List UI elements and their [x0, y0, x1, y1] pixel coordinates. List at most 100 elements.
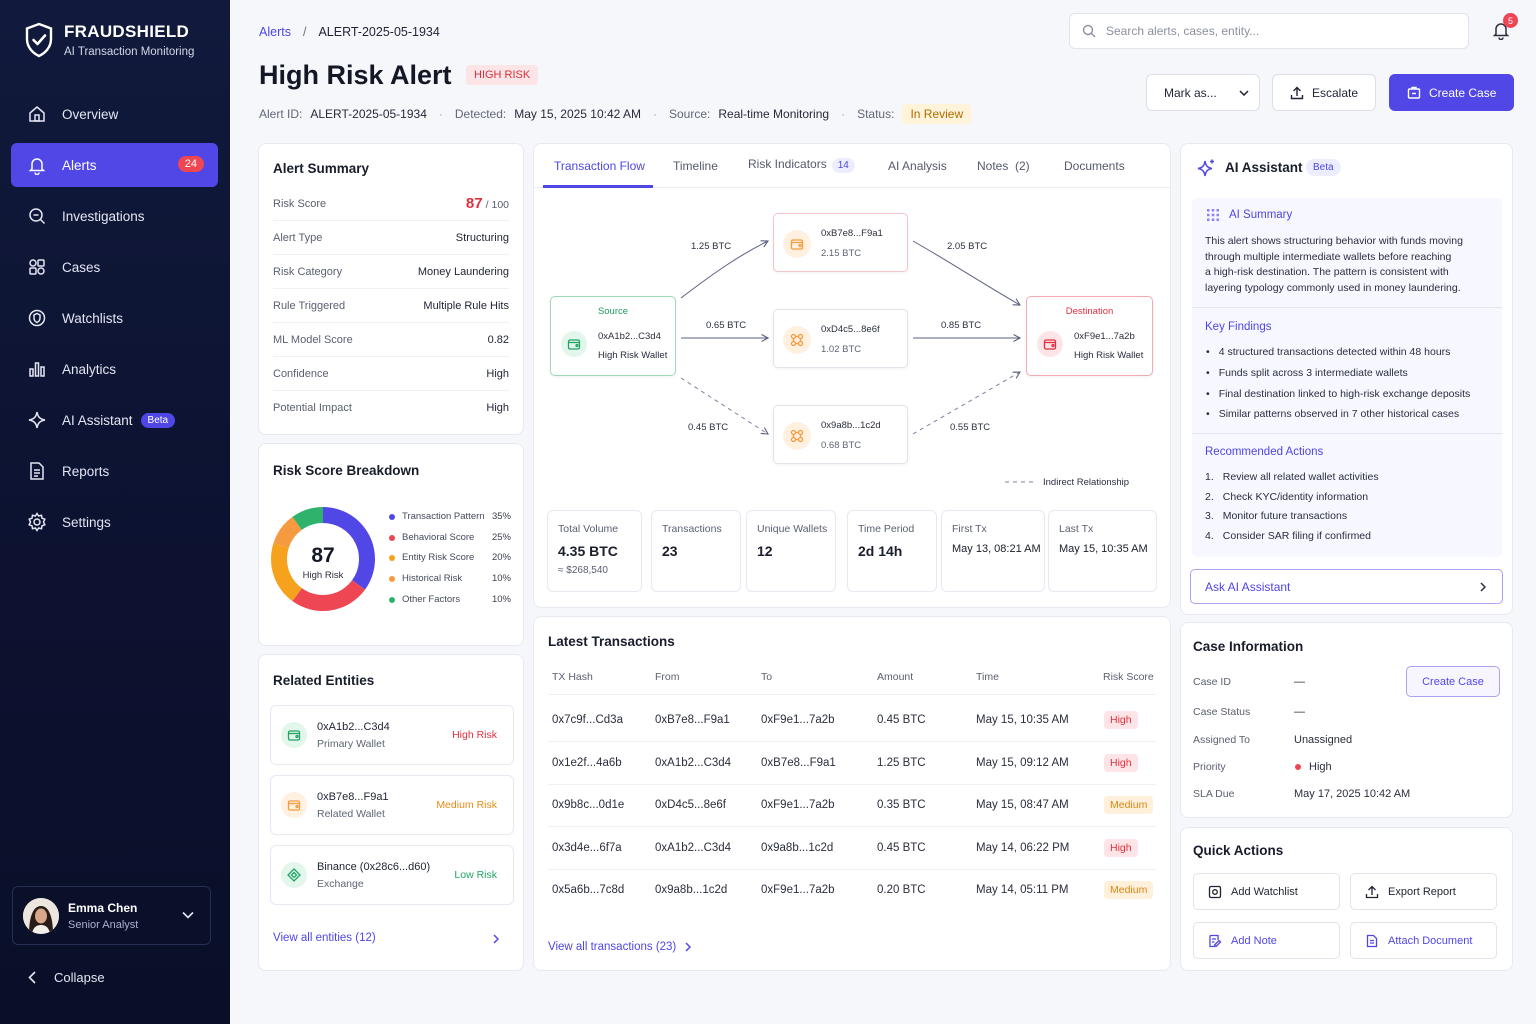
legend-label: Entity Risk Score	[402, 552, 475, 563]
action-item: 1. Review all related wallet activities	[1205, 471, 1379, 483]
case-create-button[interactable]: Create Case	[1406, 666, 1500, 697]
node-tag: Source	[597, 306, 629, 317]
risk-score-max: / 100	[485, 199, 509, 211]
quick-actions-title: Quick Actions	[1193, 843, 1284, 858]
escalate-button[interactable]: Escalate	[1272, 74, 1376, 111]
entity-risk: High Risk	[452, 729, 497, 741]
breadcrumb: Alerts / ALERT-2025-05-1934	[259, 25, 440, 39]
node-amount: 0.68 BTC	[821, 440, 862, 451]
finding-text: 4 structured transactions detected withi…	[1218, 346, 1451, 358]
view-all-entities-link[interactable]: View all entities (12)	[273, 932, 376, 944]
tab-transaction-flow[interactable]: Transaction Flow	[554, 159, 645, 173]
action-item: 4. Consider SAR filing if confirmed	[1205, 530, 1371, 542]
view-all-transactions-link[interactable]: View all transactions (23)	[548, 941, 692, 953]
tab-ai-analysis[interactable]: AI Analysis	[888, 159, 947, 173]
network-icon	[783, 422, 811, 450]
sidebar-item-alerts[interactable]: Alerts 24	[11, 143, 218, 187]
sidebar-item-label: Cases	[62, 259, 101, 275]
sidebar-item-label: AI Assistant	[62, 412, 133, 428]
finding-item: • Similar patterns observed in 7 other hi…	[1206, 408, 1459, 420]
entity-type: Primary Wallet	[317, 737, 385, 750]
flow-destination-node[interactable]: Destination 0xF9e1...7a2b High Risk Wall…	[1026, 296, 1153, 376]
search-input[interactable]: Search alerts, cases, entity...	[1069, 13, 1469, 49]
cell-hash: 0x7c9f...Cd3a	[552, 714, 623, 726]
bullet: •	[1206, 388, 1210, 400]
case-information-card	[1180, 622, 1513, 818]
sidebar-item-cases[interactable]: Cases	[11, 245, 218, 289]
legend-swatch	[389, 596, 395, 603]
sidebar-item-watchlists[interactable]: Watchlists	[11, 296, 218, 340]
flow-source-node[interactable]: Source 0xA1b2...C3d4 High Risk Wallet	[550, 296, 676, 376]
legend-item: Transaction Pattern 35%	[389, 511, 511, 522]
cell-to: 0xB7e8...F9a1	[761, 757, 836, 769]
breadcrumb-alerts-link[interactable]: Alerts	[259, 25, 291, 39]
alert-summary-title: Alert Summary	[273, 161, 370, 176]
risk-breakdown-title: Risk Score Breakdown	[273, 463, 420, 478]
ask-ai-button[interactable]: Ask AI Assistant	[1190, 569, 1503, 604]
upload-icon	[1290, 86, 1304, 100]
cell-time: May 14, 05:11 PM	[976, 884, 1069, 896]
entity-item[interactable]: 0xB7e8...F9a1 Related Wallet Medium Risk	[270, 775, 514, 835]
sidebar-item-investigations[interactable]: Investigations	[11, 194, 218, 238]
action-text: Review all related wallet activities	[1222, 471, 1379, 483]
chevron-left-icon	[28, 971, 36, 984]
sidebar-item-settings[interactable]: Settings	[11, 500, 218, 544]
tab-documents[interactable]: Documents	[1064, 159, 1125, 173]
node-amount: 1.02 BTC	[821, 344, 862, 355]
flow-intermediate-node[interactable]: 0xD4c5...8e6f 1.02 BTC	[773, 309, 908, 368]
tab-notes[interactable]: Notes (2)	[977, 159, 1030, 173]
chevron-down-icon	[182, 911, 194, 919]
cases-icon	[27, 257, 47, 277]
export-report-button[interactable]: Export Report	[1350, 873, 1497, 910]
entity-name: 0xB7e8...F9a1	[317, 790, 389, 803]
action-item: 3. Monitor future transactions	[1205, 510, 1347, 522]
entity-name: 0xA1b2...C3d4	[317, 720, 390, 733]
entity-item[interactable]: 0xA1b2...C3d4 Primary Wallet High Risk	[270, 705, 514, 765]
sidebar-nav: Overview Alerts 24 Investigations Cases …	[11, 92, 218, 551]
case-information-title: Case Information	[1193, 639, 1304, 654]
mark-as-dropdown[interactable]: Mark as...	[1146, 74, 1260, 111]
entity-name: Binance (0x28c6...d60)	[317, 860, 431, 873]
attach-document-button[interactable]: Attach Document	[1350, 922, 1497, 959]
notification-count: 5	[1503, 13, 1518, 28]
flow-intermediate-node[interactable]: 0x9a8b...1c2d 0.68 BTC	[773, 405, 908, 464]
add-note-button[interactable]: Add Note	[1193, 922, 1340, 959]
sidebar-item-overview[interactable]: Overview	[11, 92, 218, 136]
stat-transactions: Transactions 23	[651, 510, 741, 592]
create-case-button[interactable]: Create Case	[1389, 74, 1514, 111]
tab-timeline[interactable]: Timeline	[673, 159, 718, 173]
node-address: 0xF9e1...7a2b	[1074, 331, 1135, 342]
user-menu[interactable]: Emma Chen Senior Analyst	[12, 886, 211, 945]
edge-label: 2.05 BTC	[947, 241, 988, 252]
collapse-button[interactable]: Collapse	[28, 970, 105, 985]
flow-intermediate-node[interactable]: 0xB7e8...F9a1 2.15 BTC	[773, 213, 908, 272]
donut-segment	[292, 580, 366, 611]
sidebar-item-analytics[interactable]: Analytics	[11, 347, 218, 391]
tab-risk-indicators[interactable]: Risk Indicators 14	[748, 157, 855, 173]
avatar	[23, 897, 59, 934]
stat-value: 23	[662, 543, 678, 559]
stat-value: 4.35 BTC	[558, 543, 618, 559]
finding-text: Final destination linked to high-risk ex…	[1218, 388, 1471, 400]
wallet-icon	[561, 331, 587, 357]
sidebar-item-ai-assistant[interactable]: AI Assistant Beta	[11, 398, 218, 442]
bullet: •	[1206, 346, 1210, 358]
meta-separator: ·	[841, 107, 846, 121]
cell-to: 0x9a8b...1c2d	[761, 842, 834, 854]
tab-divider	[534, 187, 1170, 188]
column-header: To	[761, 671, 773, 683]
row-label: Risk Category	[273, 265, 343, 278]
entity-item[interactable]: Binance (0x28c6...d60) Exchange Low Risk	[270, 845, 514, 905]
summary-line: This alert shows structuring behavior wi…	[1205, 235, 1463, 247]
legend-item: Behavioral Score 25%	[389, 532, 511, 543]
risk-badge: High	[1104, 754, 1138, 772]
mark-as-label: Mark as...	[1164, 85, 1217, 100]
risk-badge: Medium	[1104, 881, 1154, 899]
node-subtitle: High Risk Wallet	[598, 350, 668, 361]
legend-percent: 10%	[491, 594, 511, 605]
edge-label: 1.25 BTC	[691, 241, 732, 252]
wallet-icon	[281, 722, 307, 748]
add-watchlist-button[interactable]: Add Watchlist	[1193, 873, 1340, 910]
sidebar-item-reports[interactable]: Reports	[11, 449, 218, 493]
stat-unique-wallets: Unique Wallets 12	[746, 510, 836, 592]
